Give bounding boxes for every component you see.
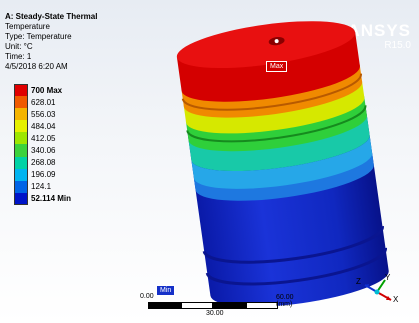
- legend-row: 412.05: [14, 132, 71, 145]
- scale-unit-label: 60.00 (mm): [276, 294, 294, 308]
- band-green: [185, 95, 367, 152]
- groove-green: [186, 105, 367, 143]
- groove-bottom: [205, 247, 387, 286]
- result-type: Type: Temperature: [5, 32, 72, 41]
- result-time: Time: 1: [5, 52, 32, 61]
- legend-row: 124.1: [14, 180, 71, 193]
- groove-orange: [181, 73, 362, 111]
- legend-value: 700 Max: [31, 85, 63, 95]
- max-probe-dot: [274, 39, 279, 44]
- legend-value: 556.03: [31, 109, 56, 119]
- color-legend[interactable]: 700 Max 628.01 556.03 484.04 412.05 340.06 268…: [14, 84, 71, 205]
- band-teal: [188, 113, 370, 172]
- legend-row: 556.03: [14, 108, 71, 121]
- legend-swatch: [14, 84, 28, 97]
- legend-swatch: [14, 192, 28, 205]
- legend-swatch: [14, 156, 28, 169]
- result-info-panel: A: Steady-State Thermal Temperature Type…: [5, 12, 97, 72]
- triad-label-x: X: [393, 295, 399, 304]
- legend-swatch: [14, 168, 28, 181]
- scale-segment: [245, 302, 278, 309]
- result-unit: Unit: °C: [5, 42, 33, 51]
- groove-lower: [202, 225, 384, 264]
- legend-value: 124.1: [31, 182, 52, 192]
- legend-value: 340.06: [31, 146, 56, 156]
- scale-segment: [180, 302, 213, 309]
- ansys-logo: ANSYS R15.0: [347, 22, 411, 52]
- legend-row: 340.06: [14, 144, 71, 157]
- scale-bar: [148, 302, 278, 309]
- band-orange: [181, 63, 363, 118]
- legend-value: 196.09: [31, 170, 56, 180]
- scale-start-label: 0.00: [140, 293, 154, 300]
- legend-row: 628.01: [14, 96, 71, 109]
- legend-row: 700 Max: [14, 84, 71, 97]
- band-yellow: [183, 79, 365, 134]
- logo-name: ANSYS: [347, 21, 411, 40]
- triad-label-z: Z: [356, 277, 361, 286]
- legend-value: 268.08: [31, 158, 56, 168]
- band-lightblue: [193, 152, 374, 201]
- legend-swatch: [14, 180, 28, 193]
- legend-swatch: [14, 108, 28, 121]
- scale-mid-label: 30.00: [206, 310, 224, 317]
- legend-value: 412.05: [31, 133, 56, 143]
- top-face: [176, 21, 356, 69]
- scale-segment: [148, 302, 181, 309]
- legend-swatch: [14, 144, 28, 157]
- legend-row: 484.04: [14, 120, 71, 133]
- legend-row: 52.114 Min: [14, 192, 72, 205]
- legend-swatch: [14, 120, 28, 133]
- legend-row: 196.09: [14, 168, 71, 181]
- analysis-title: A: Steady-State Thermal: [5, 12, 98, 21]
- min-probe-label[interactable]: Min: [156, 285, 176, 296]
- result-timestamp: 4/5/2018 6:20 AM: [5, 62, 68, 71]
- axis-triad-icon[interactable]: Z Y X: [355, 272, 405, 306]
- triad-label-y: Y: [385, 273, 391, 282]
- scale-segment: [213, 302, 246, 309]
- legend-swatch: [14, 132, 28, 145]
- legend-row: 268.08: [14, 156, 71, 169]
- result-quantity: Temperature: [5, 22, 50, 31]
- logo-version: R15.0: [384, 40, 411, 51]
- max-probe-label[interactable]: Max: [266, 61, 288, 72]
- scale-ruler: 0.00 30.00 60.00 (mm): [140, 293, 294, 321]
- legend-value: 628.01: [31, 97, 56, 107]
- legend-swatch: [14, 96, 28, 109]
- legend-value: 52.114 Min: [31, 194, 72, 204]
- legend-value: 484.04: [31, 121, 56, 131]
